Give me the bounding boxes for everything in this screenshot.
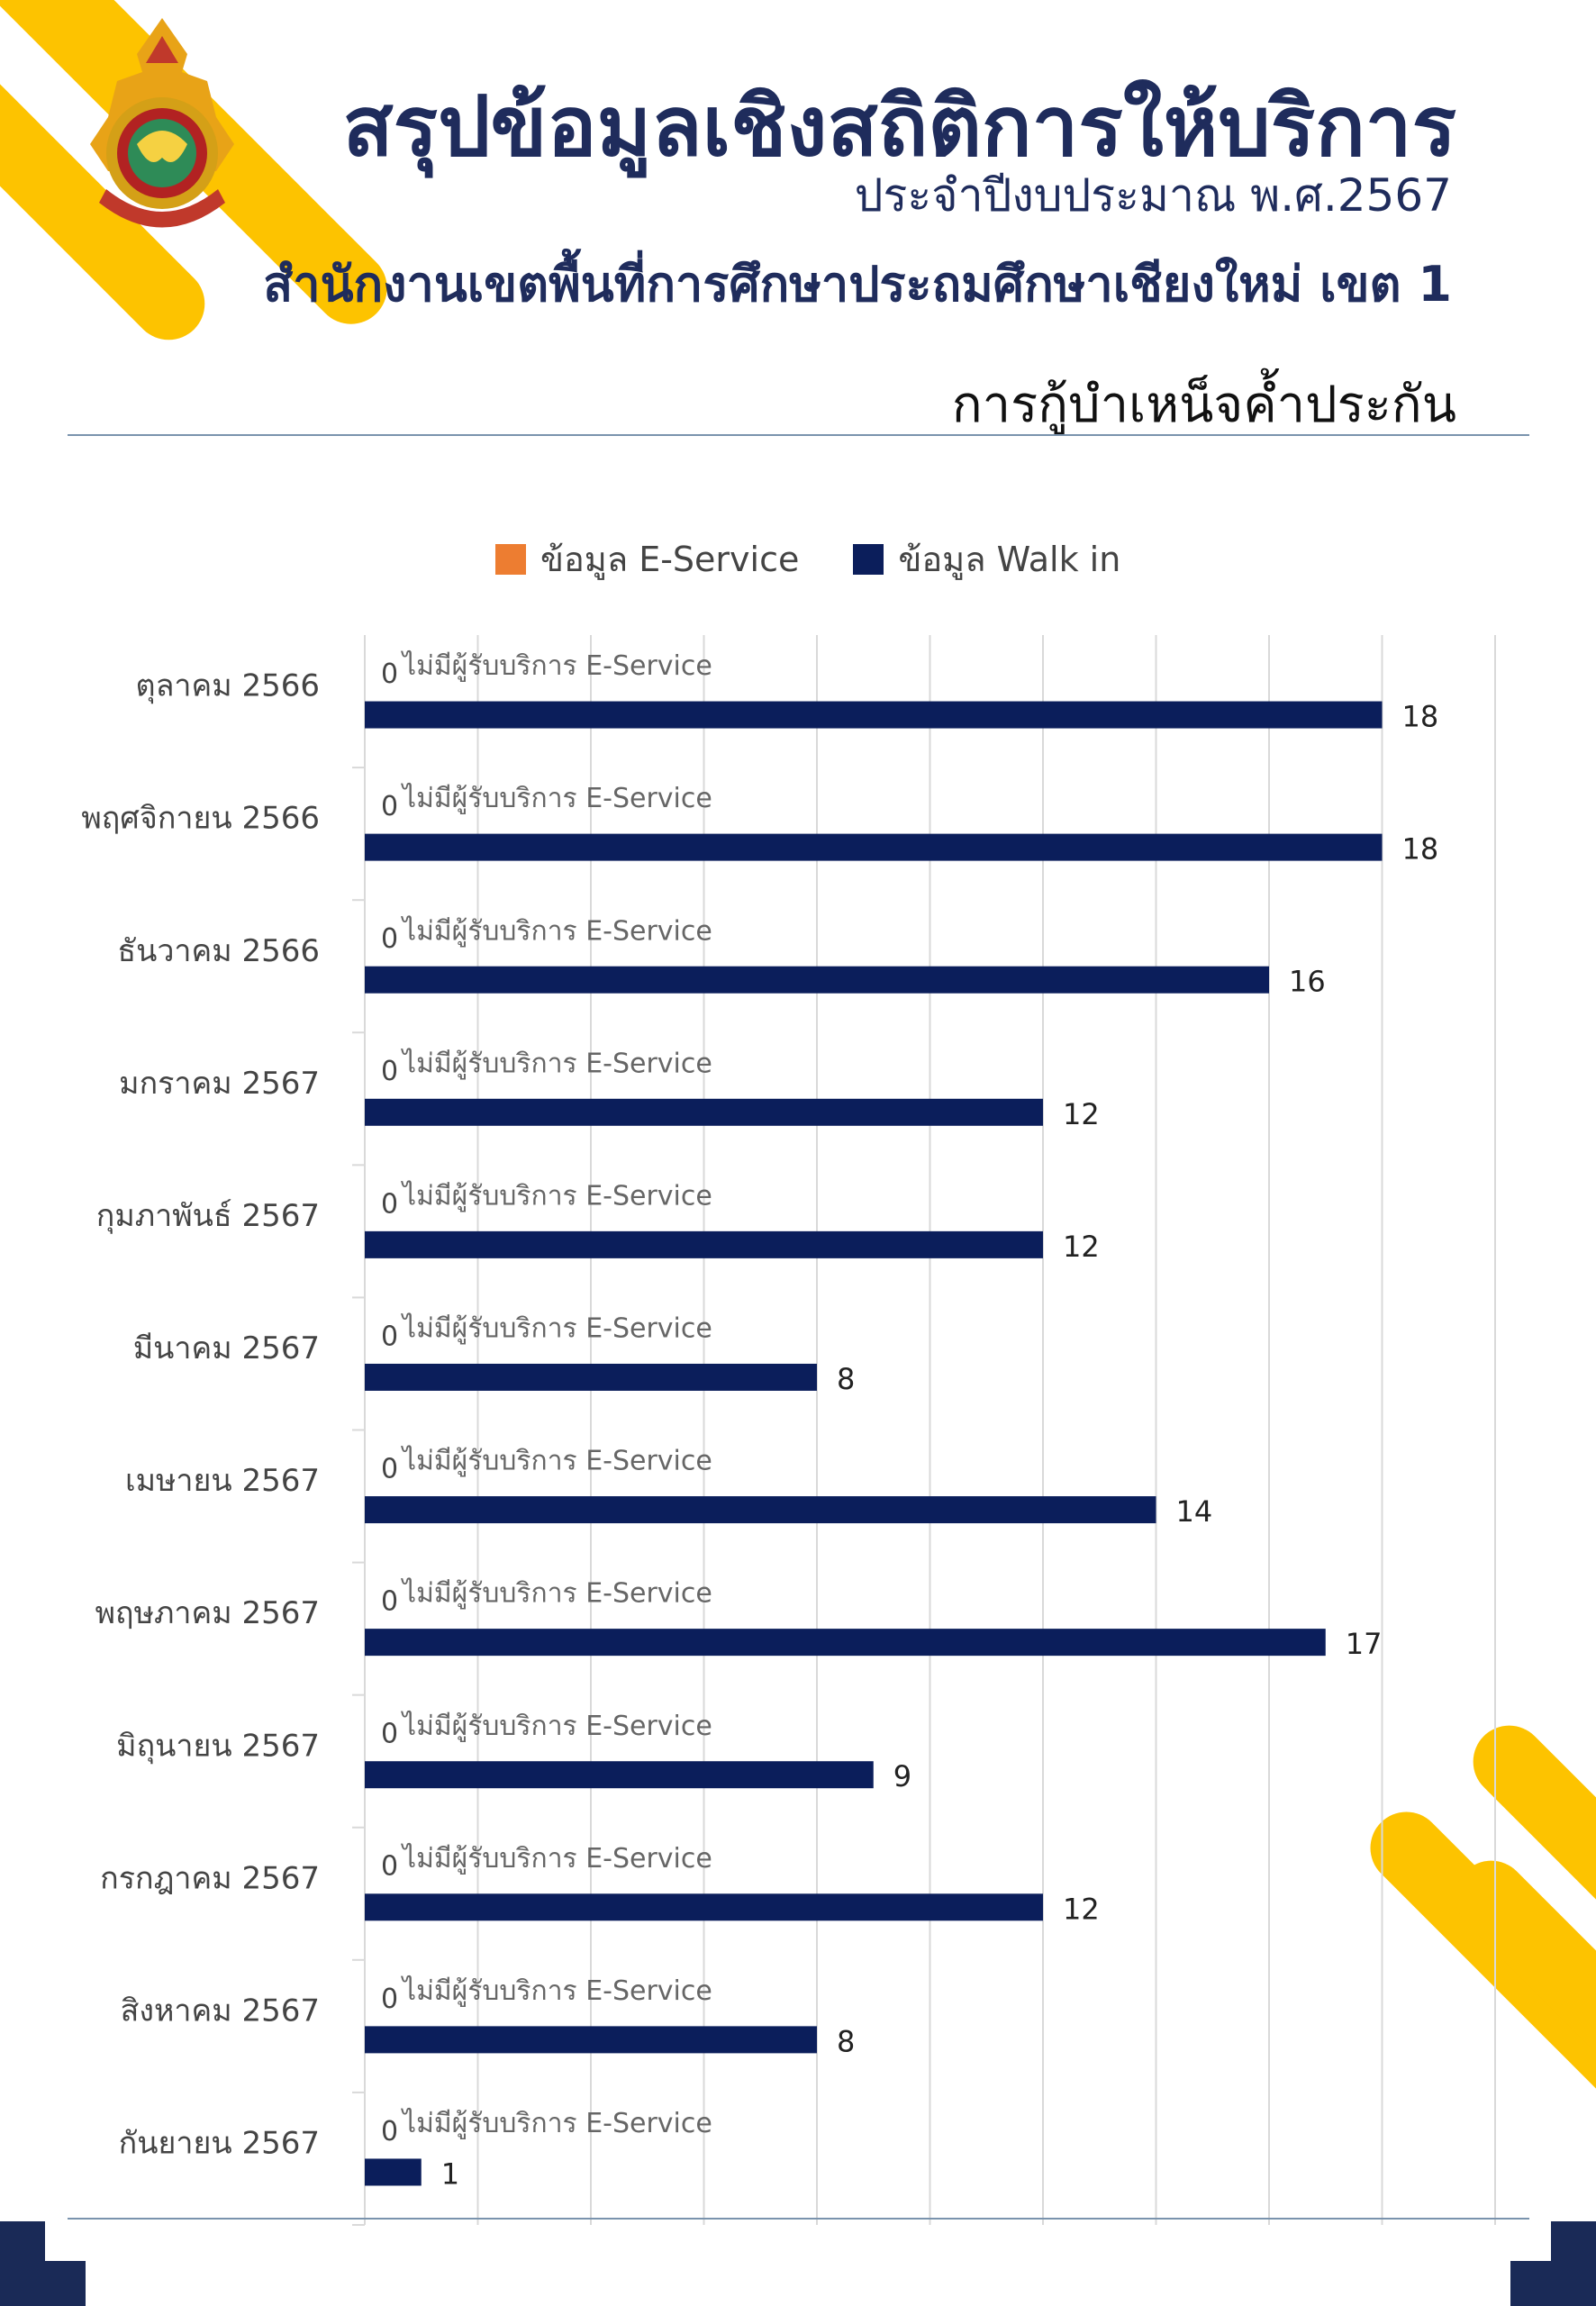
bar-walkin [365,1230,1043,1258]
walkin-value-label: 18 [1402,832,1439,867]
eservice-note-label: ไม่มีผู้รับบริการ E-Service [401,1179,712,1212]
eservice-value-label: 0 [381,2116,398,2147]
walkin-value-label: 8 [837,2024,855,2058]
eservice-value-label: 0 [381,1719,398,1750]
walkin-value-label: 12 [1063,1097,1100,1131]
bar-walkin [365,1098,1043,1126]
bar-walkin [365,1363,817,1391]
walkin-value-label: 12 [1063,1892,1100,1926]
category-label: พฤศจิกายน 2566 [81,801,320,837]
bar-walkin [365,2026,817,2054]
eservice-value-label: 0 [381,1188,398,1220]
category-label: ธันวาคม 2566 [117,933,320,969]
emblem-logo [90,18,234,228]
eservice-value-label: 0 [381,1851,398,1883]
category-label: มกราคม 2567 [119,1066,320,1102]
category-label: พฤษภาคม 2567 [95,1595,320,1631]
eservice-note-label: ไม่มีผู้รับบริการ E-Service [401,1842,712,1875]
legend-label-eservice: ข้อมูล E-Service [540,540,800,579]
eservice-note-label: ไม่มีผู้รับบริการ E-Service [401,1445,712,1477]
category-label: ตุลาคม 2566 [136,668,321,704]
bar-walkin [365,2158,422,2186]
legend-swatch-eservice [495,543,526,575]
bar-walkin [365,966,1269,994]
fiscal-year-subtitle: ประจำปีงบประมาณ พ.ศ.2567 [854,169,1452,222]
eservice-note-label: ไม่มีผู้รับบริการ E-Service [401,914,712,947]
bar-walkin [365,1496,1156,1524]
category-label: มิถุนายน 2567 [116,1728,320,1764]
eservice-note-label: ไม่มีผู้รับบริการ E-Service [401,1577,712,1610]
legend-swatch-walkin [853,543,884,575]
eservice-note-label: ไม่มีผู้รับบริการ E-Service [401,2107,712,2139]
eservice-note-label: ไม่มีผู้รับบริการ E-Service [401,1047,712,1079]
walkin-value-label: 18 [1402,700,1439,734]
category-label: กันยายน 2567 [119,2126,320,2162]
eservice-value-label: 0 [381,1056,398,1087]
eservice-note-label: ไม่มีผู้รับบริการ E-Service [401,782,712,814]
chart-legend: ข้อมูล E-Service ข้อมูล Walk in [495,531,1120,586]
walkin-value-label: 8 [837,1362,855,1396]
walkin-value-label: 16 [1289,965,1326,999]
section-title: การกู้บำเหน็จค้ำประกัน [951,376,1456,434]
corner-block-left-base [0,2261,86,2306]
bar-walkin [365,1761,874,1789]
eservice-note-label: ไม่มีผู้รับบริการ E-Service [401,1975,712,2007]
eservice-note-label: ไม่มีผู้รับบริการ E-Service [401,1710,712,1742]
bar-walkin [365,1893,1043,1921]
bar-walkin [365,701,1383,729]
corner-block-right-base [1510,2261,1596,2306]
eservice-value-label: 0 [381,1984,398,2015]
bar-walkin [365,833,1383,861]
office-subtitle: สำนักงานเขตพื้นที่การศึกษาประถมศึกษาเชีย… [263,256,1452,313]
walkin-value-label: 9 [893,1759,911,1793]
legend-label-walkin: ข้อมูล Walk in [898,540,1121,579]
header-divider [68,434,1529,436]
legend-item-eservice: ข้อมูล E-Service [495,531,799,586]
walkin-value-label: 14 [1176,1494,1213,1529]
bar-walkin [365,1629,1326,1657]
category-label: สิงหาคม 2567 [121,1993,320,2029]
legend-item-walkin: ข้อมูล Walk in [853,531,1120,586]
category-label: เมษายน 2567 [125,1463,320,1499]
walkin-value-label: 17 [1346,1627,1383,1661]
walkin-value-label: 1 [441,2156,459,2191]
eservice-value-label: 0 [381,791,398,822]
eservice-value-label: 0 [381,1321,398,1352]
eservice-value-label: 0 [381,923,398,955]
category-label: มีนาคม 2567 [133,1330,320,1366]
eservice-note-label: ไม่มีผู้รับบริการ E-Service [401,649,712,682]
eservice-note-label: ไม่มีผู้รับบริการ E-Service [401,1312,712,1345]
walkin-value-label: 12 [1063,1230,1100,1264]
eservice-value-label: 0 [381,1586,398,1618]
category-label: กุมภาพันธ์ 2567 [96,1198,320,1234]
category-label: กรกฎาคม 2567 [100,1860,320,1896]
footer-divider [68,2218,1529,2220]
page-title: สรุปข้อมูลเชิงสถิติการให้บริการ [342,78,1456,175]
eservice-value-label: 0 [381,1453,398,1484]
eservice-value-label: 0 [381,658,398,690]
